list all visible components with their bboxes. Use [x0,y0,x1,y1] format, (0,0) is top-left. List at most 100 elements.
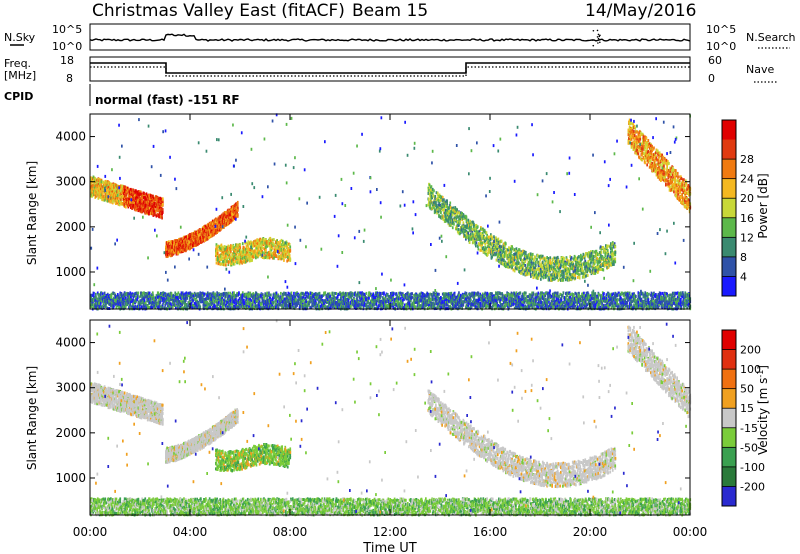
nsearch-point [598,34,600,36]
scatter-cell [261,246,263,249]
scatter-cell [525,251,527,254]
scatter-cell [638,152,640,155]
scatter-cell [481,242,483,245]
scatter-cell [519,248,521,251]
scatter-cell [633,130,635,133]
scatter-cell [162,211,164,214]
scatter-cell [475,244,477,247]
scatter-cell [459,220,461,223]
scatter-cell [433,189,435,192]
scatter-cell [238,256,240,259]
scatter-cell [448,221,450,224]
scatter-cell [533,261,535,264]
scatter-cell [563,276,565,279]
scatter-cell [443,215,445,218]
scatter-cell [566,262,568,265]
scatter-cell [162,197,164,200]
scatter-cell [468,219,470,222]
scatter-cell [594,261,596,264]
scatter-cell [535,264,537,267]
scatter-cell [486,231,488,234]
scatter-cell [523,273,525,276]
scatter-cell [480,232,482,235]
scatter-cell [434,195,436,198]
scatter-cell [603,269,605,272]
scatter-cell [117,197,119,200]
scatter-cell [546,275,548,278]
scatter-cell [631,138,633,141]
scatter-cell [548,257,550,260]
scatter-cell [440,211,442,214]
scatter-cell [273,238,275,241]
nsearch-label: N.Search [746,31,796,44]
scatter-cell [463,221,465,224]
scatter-cell [478,248,480,251]
scatter-cell [589,265,591,268]
scatter-cell [563,273,565,276]
scatter-cell [221,257,223,260]
scatter-cell [554,257,556,260]
scatter-cell [546,260,548,263]
scatter-cell [523,265,525,268]
scatter-cell [117,194,119,197]
scatter-cell [226,257,228,260]
scatter-cell [458,228,460,231]
scatter-cell [237,213,239,216]
scatter-cell [428,197,430,200]
scatter-cell [521,254,523,257]
scatter-cell [276,255,278,258]
scatter-cell [606,245,608,248]
nsky-panel: N.Sky 10^5 10^0 10^5 10^0 N.Search [4,23,796,53]
nsearch-point [599,34,601,36]
scatter-cell [217,249,219,252]
scatter-cell [472,228,474,231]
scatter-cell [524,260,526,263]
nave-label: Nave [746,63,774,76]
date-label: 14/May/2016 [585,1,697,21]
scatter-cell [484,243,486,246]
scatter-cell [504,255,506,258]
scatter-cell [581,266,583,269]
scatter-cell [161,217,163,220]
cpid-text: normal (fast) -151 RF [95,93,240,107]
scatter-cell [283,259,285,262]
nave-series [90,67,690,76]
scatter-cell [125,206,127,209]
scatter-cell [446,199,448,202]
nsky-tick-bottom: 10^0 [52,40,82,53]
scatter-cell [511,250,513,253]
scatter-cell [505,242,507,245]
scatter-cell [126,193,128,196]
power-scatter [90,113,691,310]
scatter-cell [634,127,636,130]
scatter-cell [272,247,274,250]
scatter-cell [614,260,616,263]
scatter-cell [498,238,500,241]
scatter-cell [563,258,565,261]
scatter-cell [542,261,544,264]
scatter-cell [634,134,636,137]
nsearch-point [593,30,595,32]
scatter-cell [501,240,503,243]
scatter-cell [597,253,599,256]
scatter-cell [551,261,553,264]
scatter-cell [431,185,433,188]
scatter-cell [568,259,570,262]
scatter-cell [217,252,219,255]
nsearch-point [592,39,594,41]
scatter-cell [613,263,615,266]
scatter-cell [614,257,616,260]
scatter-cell [579,276,581,279]
scatter-cell [587,274,589,277]
scatter-cell [289,249,291,252]
scatter-cell [449,202,451,205]
scatter-cell [438,210,440,213]
nsearch-point [592,45,594,47]
scatter-cell [532,253,534,256]
scatter-cell [251,259,253,262]
scatter-cell [162,203,164,206]
nsearch-point [599,41,601,43]
scatter-cell [504,246,506,249]
